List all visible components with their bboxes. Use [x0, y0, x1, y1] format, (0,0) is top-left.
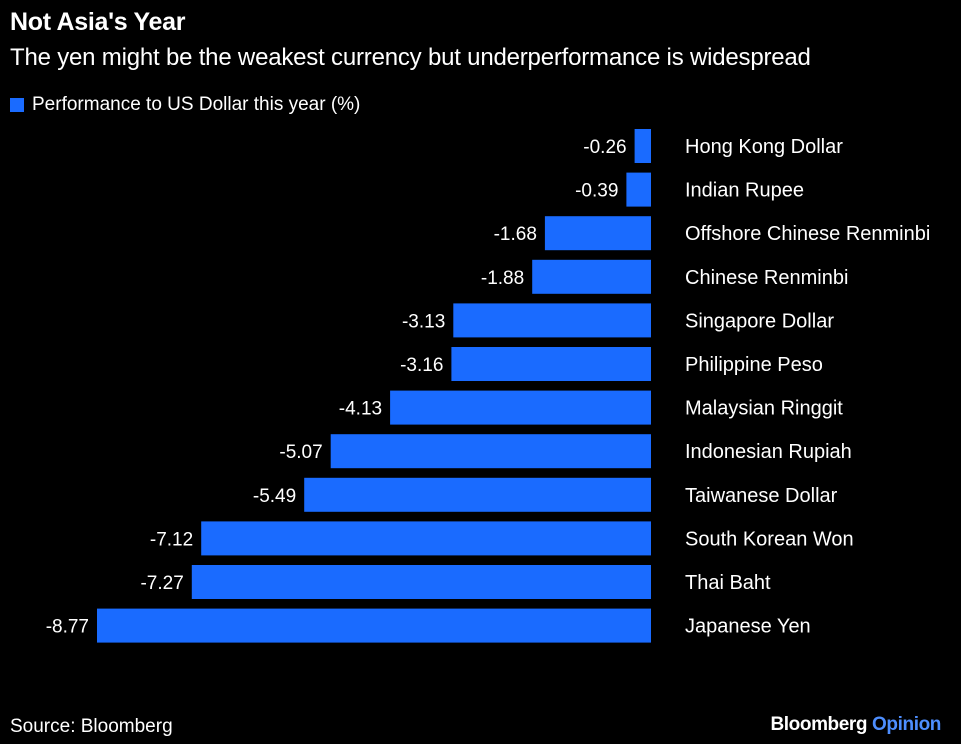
- value-label: -0.39: [575, 181, 618, 202]
- value-label: -8.77: [46, 617, 89, 638]
- category-label: Taiwanese Dollar: [685, 485, 838, 507]
- value-label: -3.16: [400, 355, 443, 376]
- bar: [544, 216, 651, 251]
- bar: [201, 521, 651, 556]
- value-label: -1.88: [481, 268, 524, 289]
- legend: Performance to US Dollar this year (%): [10, 94, 360, 116]
- bar: [390, 390, 651, 425]
- value-label: -4.13: [339, 399, 382, 420]
- category-label: Malaysian Ringgit: [685, 398, 843, 420]
- value-label: -1.68: [494, 224, 537, 245]
- chart-title: Not Asia's Year: [10, 8, 186, 36]
- value-label: -3.13: [402, 311, 445, 332]
- legend-label: Performance to US Dollar this year (%): [32, 94, 361, 115]
- category-label: Indonesian Rupiah: [685, 441, 852, 463]
- category-label: Indian Rupee: [685, 180, 804, 202]
- legend-swatch: [10, 98, 24, 112]
- bar: [451, 347, 651, 381]
- category-label: South Korean Won: [685, 528, 854, 550]
- category-label: Chinese Renminbi: [685, 267, 848, 289]
- bar: [532, 259, 651, 294]
- bar: [191, 565, 652, 599]
- bar: [453, 303, 651, 338]
- value-label: -0.26: [583, 137, 626, 158]
- brand-accent: Opinion: [872, 714, 941, 735]
- brand-logo: Bloomberg Opinion: [770, 714, 941, 736]
- bar: [634, 129, 651, 163]
- category-label: Thai Baht: [685, 572, 771, 594]
- bar: [304, 477, 651, 512]
- chart-subtitle: The yen might be the weakest currency bu…: [10, 44, 811, 71]
- category-label: Offshore Chinese Renminbi: [685, 223, 930, 245]
- brand-main: Bloomberg: [770, 714, 868, 735]
- category-label: Singapore Dollar: [685, 310, 834, 332]
- value-label: -5.07: [279, 442, 322, 463]
- bar: [97, 608, 651, 643]
- category-label: Hong Kong Dollar: [685, 136, 843, 158]
- value-label: -7.12: [150, 529, 193, 550]
- category-label: Japanese Yen: [685, 616, 811, 638]
- bar: [626, 172, 651, 207]
- value-label: -7.27: [140, 573, 183, 594]
- value-label: -5.49: [253, 486, 296, 507]
- category-label: Philippine Peso: [685, 354, 823, 376]
- bar: [330, 434, 651, 469]
- source-note: Source: Bloomberg: [10, 716, 173, 737]
